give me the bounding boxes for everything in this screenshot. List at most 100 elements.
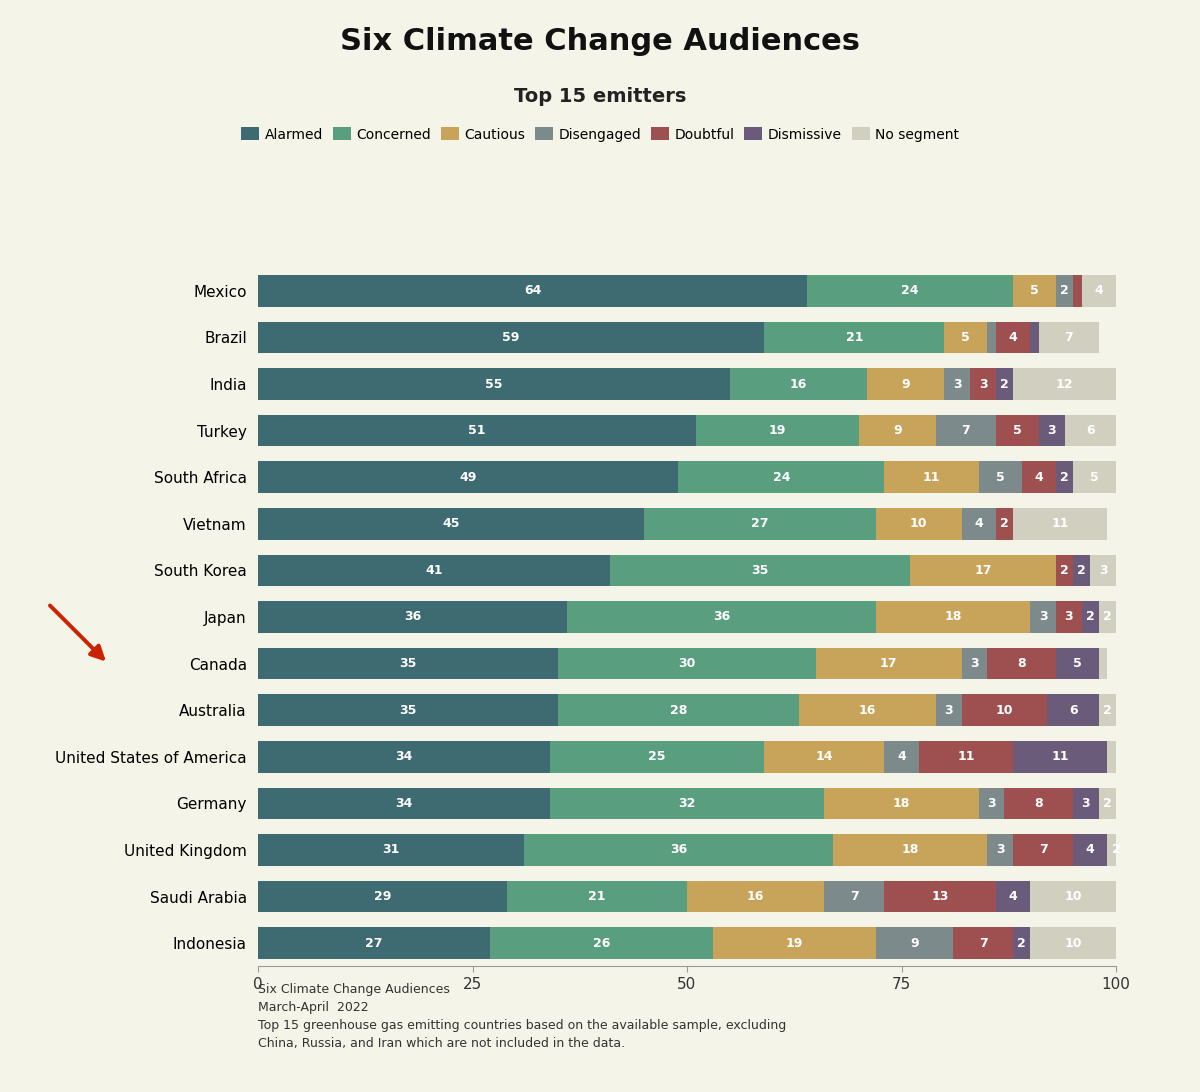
Bar xyxy=(258,415,696,447)
Bar xyxy=(696,415,859,447)
Bar xyxy=(936,695,961,726)
Text: 19: 19 xyxy=(768,424,786,437)
Bar xyxy=(953,927,1013,959)
Bar xyxy=(808,275,1013,307)
Text: 2: 2 xyxy=(1086,610,1094,624)
Text: 19: 19 xyxy=(786,937,803,950)
Bar xyxy=(550,740,764,773)
Bar xyxy=(686,880,824,913)
Text: 17: 17 xyxy=(880,657,898,670)
Text: 11: 11 xyxy=(1051,750,1069,763)
Text: 4: 4 xyxy=(898,750,906,763)
Bar xyxy=(1030,601,1056,633)
Text: 9: 9 xyxy=(910,937,919,950)
Bar xyxy=(1108,834,1124,866)
Text: 3: 3 xyxy=(1039,610,1048,624)
Bar xyxy=(1099,787,1116,819)
Bar xyxy=(258,601,566,633)
Text: 4: 4 xyxy=(1009,890,1018,903)
Text: 49: 49 xyxy=(460,471,476,484)
Text: 3: 3 xyxy=(970,657,979,670)
Text: 18: 18 xyxy=(901,843,919,856)
Text: 34: 34 xyxy=(395,797,413,810)
Text: 32: 32 xyxy=(678,797,696,810)
Bar xyxy=(970,368,996,400)
Bar xyxy=(1048,695,1099,726)
Text: 3: 3 xyxy=(988,797,996,810)
Bar xyxy=(550,787,824,819)
Text: 5: 5 xyxy=(1090,471,1099,484)
Text: 14: 14 xyxy=(816,750,833,763)
Text: 41: 41 xyxy=(425,563,443,577)
Bar xyxy=(944,368,970,400)
Text: 28: 28 xyxy=(670,703,688,716)
Text: 2: 2 xyxy=(1018,937,1026,950)
Bar xyxy=(1056,275,1073,307)
Text: 5: 5 xyxy=(1030,284,1039,297)
Text: 7: 7 xyxy=(961,424,971,437)
Text: 4: 4 xyxy=(1086,843,1094,856)
Text: 10: 10 xyxy=(1064,937,1082,950)
Bar xyxy=(1081,275,1116,307)
Bar xyxy=(816,648,961,679)
Text: 2: 2 xyxy=(1103,703,1111,716)
Text: 2: 2 xyxy=(1078,563,1086,577)
Text: 25: 25 xyxy=(648,750,666,763)
Text: 36: 36 xyxy=(404,610,421,624)
Text: 24: 24 xyxy=(901,284,919,297)
Text: 4: 4 xyxy=(1034,471,1043,484)
Bar xyxy=(1030,880,1116,913)
Bar xyxy=(919,740,1013,773)
Text: 5: 5 xyxy=(1013,424,1021,437)
Legend: Alarmed, Concerned, Cautious, Disengaged, Doubtful, Dismissive, No segment: Alarmed, Concerned, Cautious, Disengaged… xyxy=(235,121,965,147)
Text: 13: 13 xyxy=(931,890,949,903)
Bar xyxy=(833,834,988,866)
Text: 3: 3 xyxy=(953,378,961,391)
Bar xyxy=(961,508,996,539)
Bar xyxy=(1091,555,1116,586)
Bar xyxy=(1013,508,1108,539)
Bar xyxy=(1056,648,1099,679)
Text: 5: 5 xyxy=(1073,657,1081,670)
Bar xyxy=(1039,321,1099,354)
Bar xyxy=(876,508,961,539)
Bar xyxy=(566,601,876,633)
Bar xyxy=(988,648,1056,679)
Bar xyxy=(1013,275,1056,307)
Bar xyxy=(824,787,979,819)
Text: 4: 4 xyxy=(1094,284,1103,297)
Text: 64: 64 xyxy=(524,284,541,297)
Text: 35: 35 xyxy=(751,563,769,577)
Text: 10: 10 xyxy=(910,518,928,531)
Bar xyxy=(558,695,798,726)
Text: 17: 17 xyxy=(974,563,991,577)
Bar xyxy=(490,927,713,959)
Bar xyxy=(1056,601,1081,633)
Bar xyxy=(524,834,833,866)
Text: 11: 11 xyxy=(923,471,941,484)
Text: 35: 35 xyxy=(400,657,416,670)
Text: 2: 2 xyxy=(1060,284,1069,297)
Bar xyxy=(713,927,876,959)
Bar xyxy=(258,508,644,539)
Text: 16: 16 xyxy=(790,378,808,391)
Bar xyxy=(506,880,686,913)
Bar xyxy=(258,321,764,354)
Text: 2: 2 xyxy=(1060,471,1069,484)
Bar xyxy=(868,368,944,400)
Text: 27: 27 xyxy=(751,518,769,531)
Text: 10: 10 xyxy=(1064,890,1082,903)
Bar xyxy=(258,368,730,400)
Bar xyxy=(1099,648,1108,679)
Bar xyxy=(1013,740,1108,773)
Bar xyxy=(258,740,550,773)
Bar xyxy=(996,415,1039,447)
Text: 30: 30 xyxy=(678,657,696,670)
Text: 7: 7 xyxy=(979,937,988,950)
Text: 3: 3 xyxy=(996,843,1004,856)
Text: 3: 3 xyxy=(979,378,988,391)
Text: 7: 7 xyxy=(850,890,859,903)
Bar xyxy=(1039,415,1064,447)
Bar xyxy=(730,368,868,400)
Bar xyxy=(1099,601,1116,633)
